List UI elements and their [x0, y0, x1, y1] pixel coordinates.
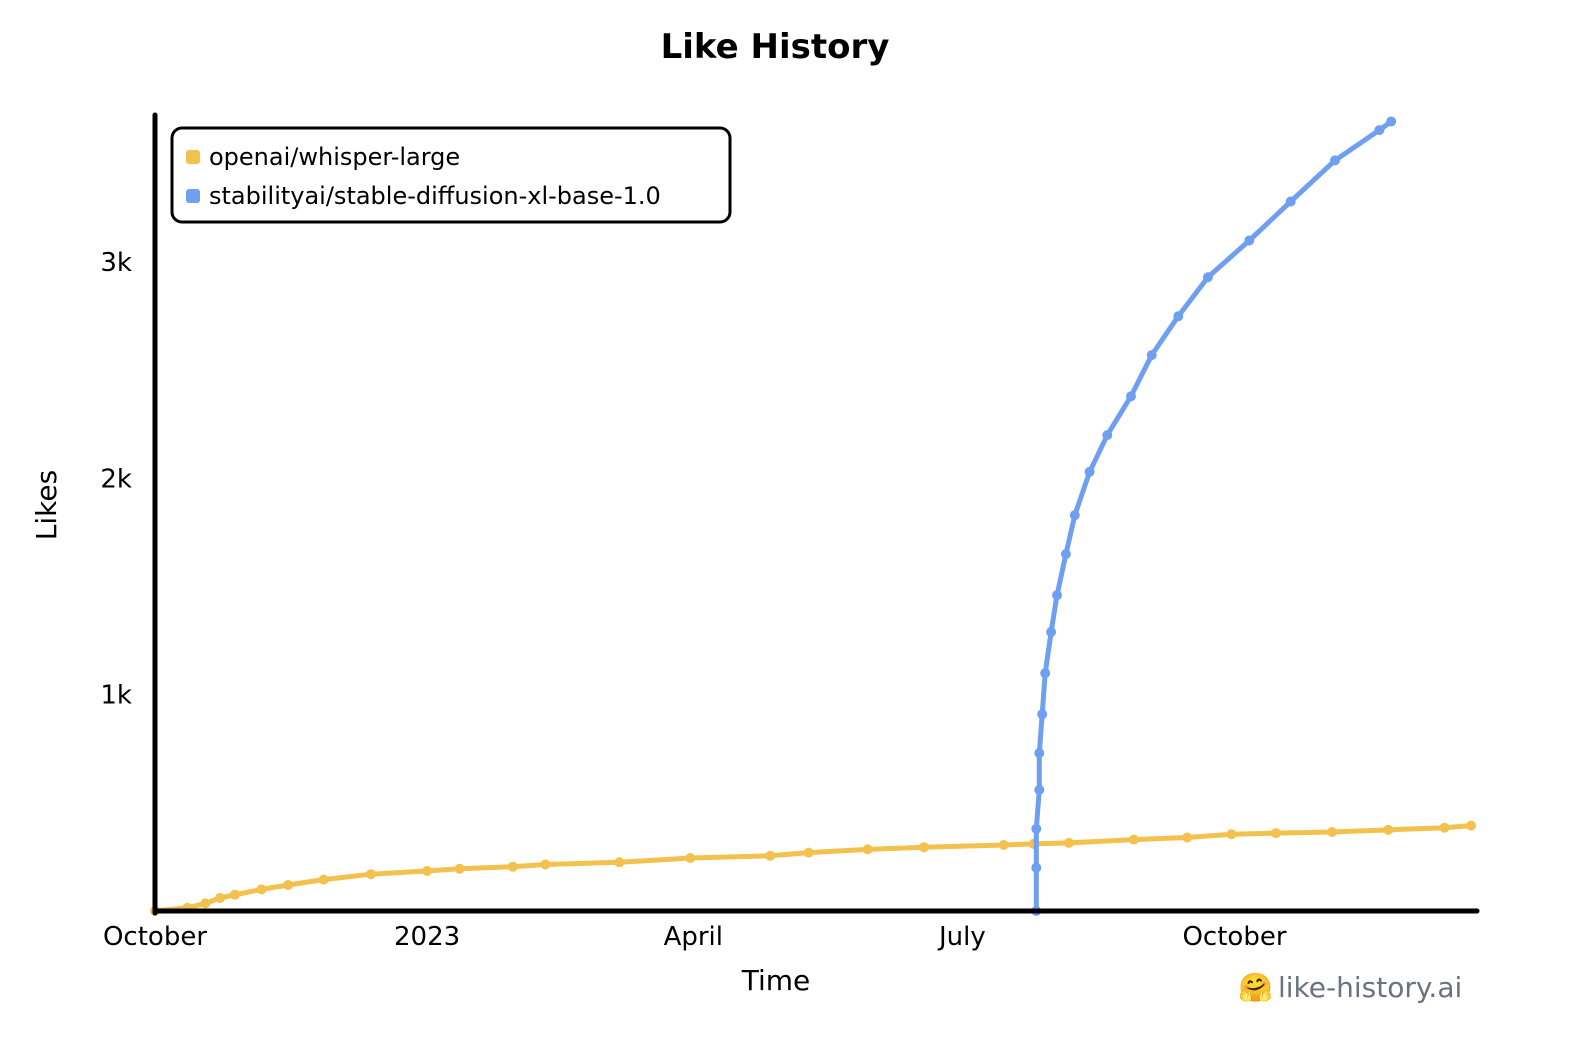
data-point-1-4	[1034, 748, 1045, 759]
data-point-1-5	[1037, 709, 1048, 720]
data-point-0-24	[1226, 829, 1237, 840]
axes	[152, 112, 1480, 916]
data-point-0-26	[1327, 827, 1338, 837]
data-point-0-9	[422, 866, 433, 876]
data-point-0-19	[998, 840, 1009, 850]
data-point-0-10	[454, 863, 465, 874]
legend-box	[170, 126, 732, 224]
watermark-text: like-history.ai	[1278, 971, 1462, 1004]
data-point-0-8	[365, 869, 376, 880]
data-point-1-16	[1202, 272, 1213, 283]
y-tick-label-0: 1k	[100, 681, 132, 711]
data-point-1-2	[1031, 823, 1042, 834]
legend-label-whisper: openai/whisper-large	[209, 143, 460, 171]
legend-swatch-sdxl	[186, 189, 200, 203]
data-point-0-25	[1270, 828, 1281, 839]
data-point-0-18	[918, 842, 929, 853]
y-tick-label-2: 3k	[100, 248, 132, 278]
data-point-0-3	[215, 893, 226, 903]
data-point-1-9	[1060, 549, 1071, 560]
data-point-1-10	[1069, 510, 1080, 521]
data-point-0-21	[1063, 837, 1074, 848]
data-point-0-27	[1383, 824, 1394, 835]
data-point-0-5	[256, 884, 267, 895]
data-point-0-23	[1182, 832, 1193, 843]
data-point-0-11	[507, 861, 518, 872]
data-point-1-21	[1386, 116, 1397, 127]
data-point-0-16	[803, 847, 814, 858]
x-axis-label: Time	[741, 964, 811, 997]
watermark: 🤗 like-history.ai	[1238, 971, 1462, 1004]
data-point-1-18	[1285, 196, 1296, 207]
data-point-1-1	[1031, 862, 1042, 873]
hugging-face-icon: 🤗	[1238, 971, 1273, 1004]
data-point-0-12	[540, 859, 551, 870]
data-point-0-13	[614, 857, 625, 868]
data-point-0-15	[765, 850, 776, 861]
y-axis-label: Likes	[30, 470, 63, 540]
data-point-1-12	[1102, 430, 1113, 441]
data-point-0-4	[229, 889, 240, 900]
series-line-1	[1033, 119, 1394, 914]
data-point-1-8	[1052, 590, 1062, 601]
y-tick-label-1: 2k	[100, 464, 132, 494]
tick-labels: October 2023 April July October 1k 2k 3k	[100, 248, 1286, 952]
data-point-0-29	[1466, 820, 1477, 831]
data-point-0-7	[318, 874, 329, 885]
chart-title: Like History	[661, 27, 890, 67]
data-point-1-14	[1146, 350, 1157, 361]
x-tick-label-2: April	[664, 922, 723, 952]
data-point-1-3	[1034, 784, 1045, 795]
data-point-0-6	[283, 880, 294, 890]
data-point-0-22	[1128, 834, 1139, 845]
legend: openai/whisper-large stabilityai/stable-…	[170, 126, 732, 224]
x-tick-label-3: July	[937, 922, 986, 952]
data-point-0-2	[200, 898, 211, 909]
data-point-1-13	[1126, 391, 1136, 402]
data-point-0-17	[862, 844, 873, 855]
x-tick-label-0: October	[103, 922, 207, 952]
x-tick-label-1: 2023	[394, 922, 460, 952]
data-point-1-17	[1244, 235, 1255, 246]
x-tick-label-4: October	[1182, 922, 1286, 952]
data-point-1-19	[1330, 155, 1340, 166]
data-point-1-11	[1084, 466, 1095, 477]
data-point-0-28	[1439, 822, 1450, 833]
data-point-1-20	[1374, 125, 1385, 136]
data-point-1-15	[1173, 311, 1184, 322]
data-point-0-14	[685, 853, 696, 863]
legend-label-sdxl: stabilityai/stable-diffusion-xl-base-1.0	[209, 182, 661, 210]
plot-area	[150, 116, 1477, 916]
data-point-1-6	[1040, 668, 1051, 679]
data-point-1-7	[1046, 627, 1057, 637]
series-line-0	[152, 823, 1474, 914]
legend-swatch-whisper	[186, 150, 200, 164]
